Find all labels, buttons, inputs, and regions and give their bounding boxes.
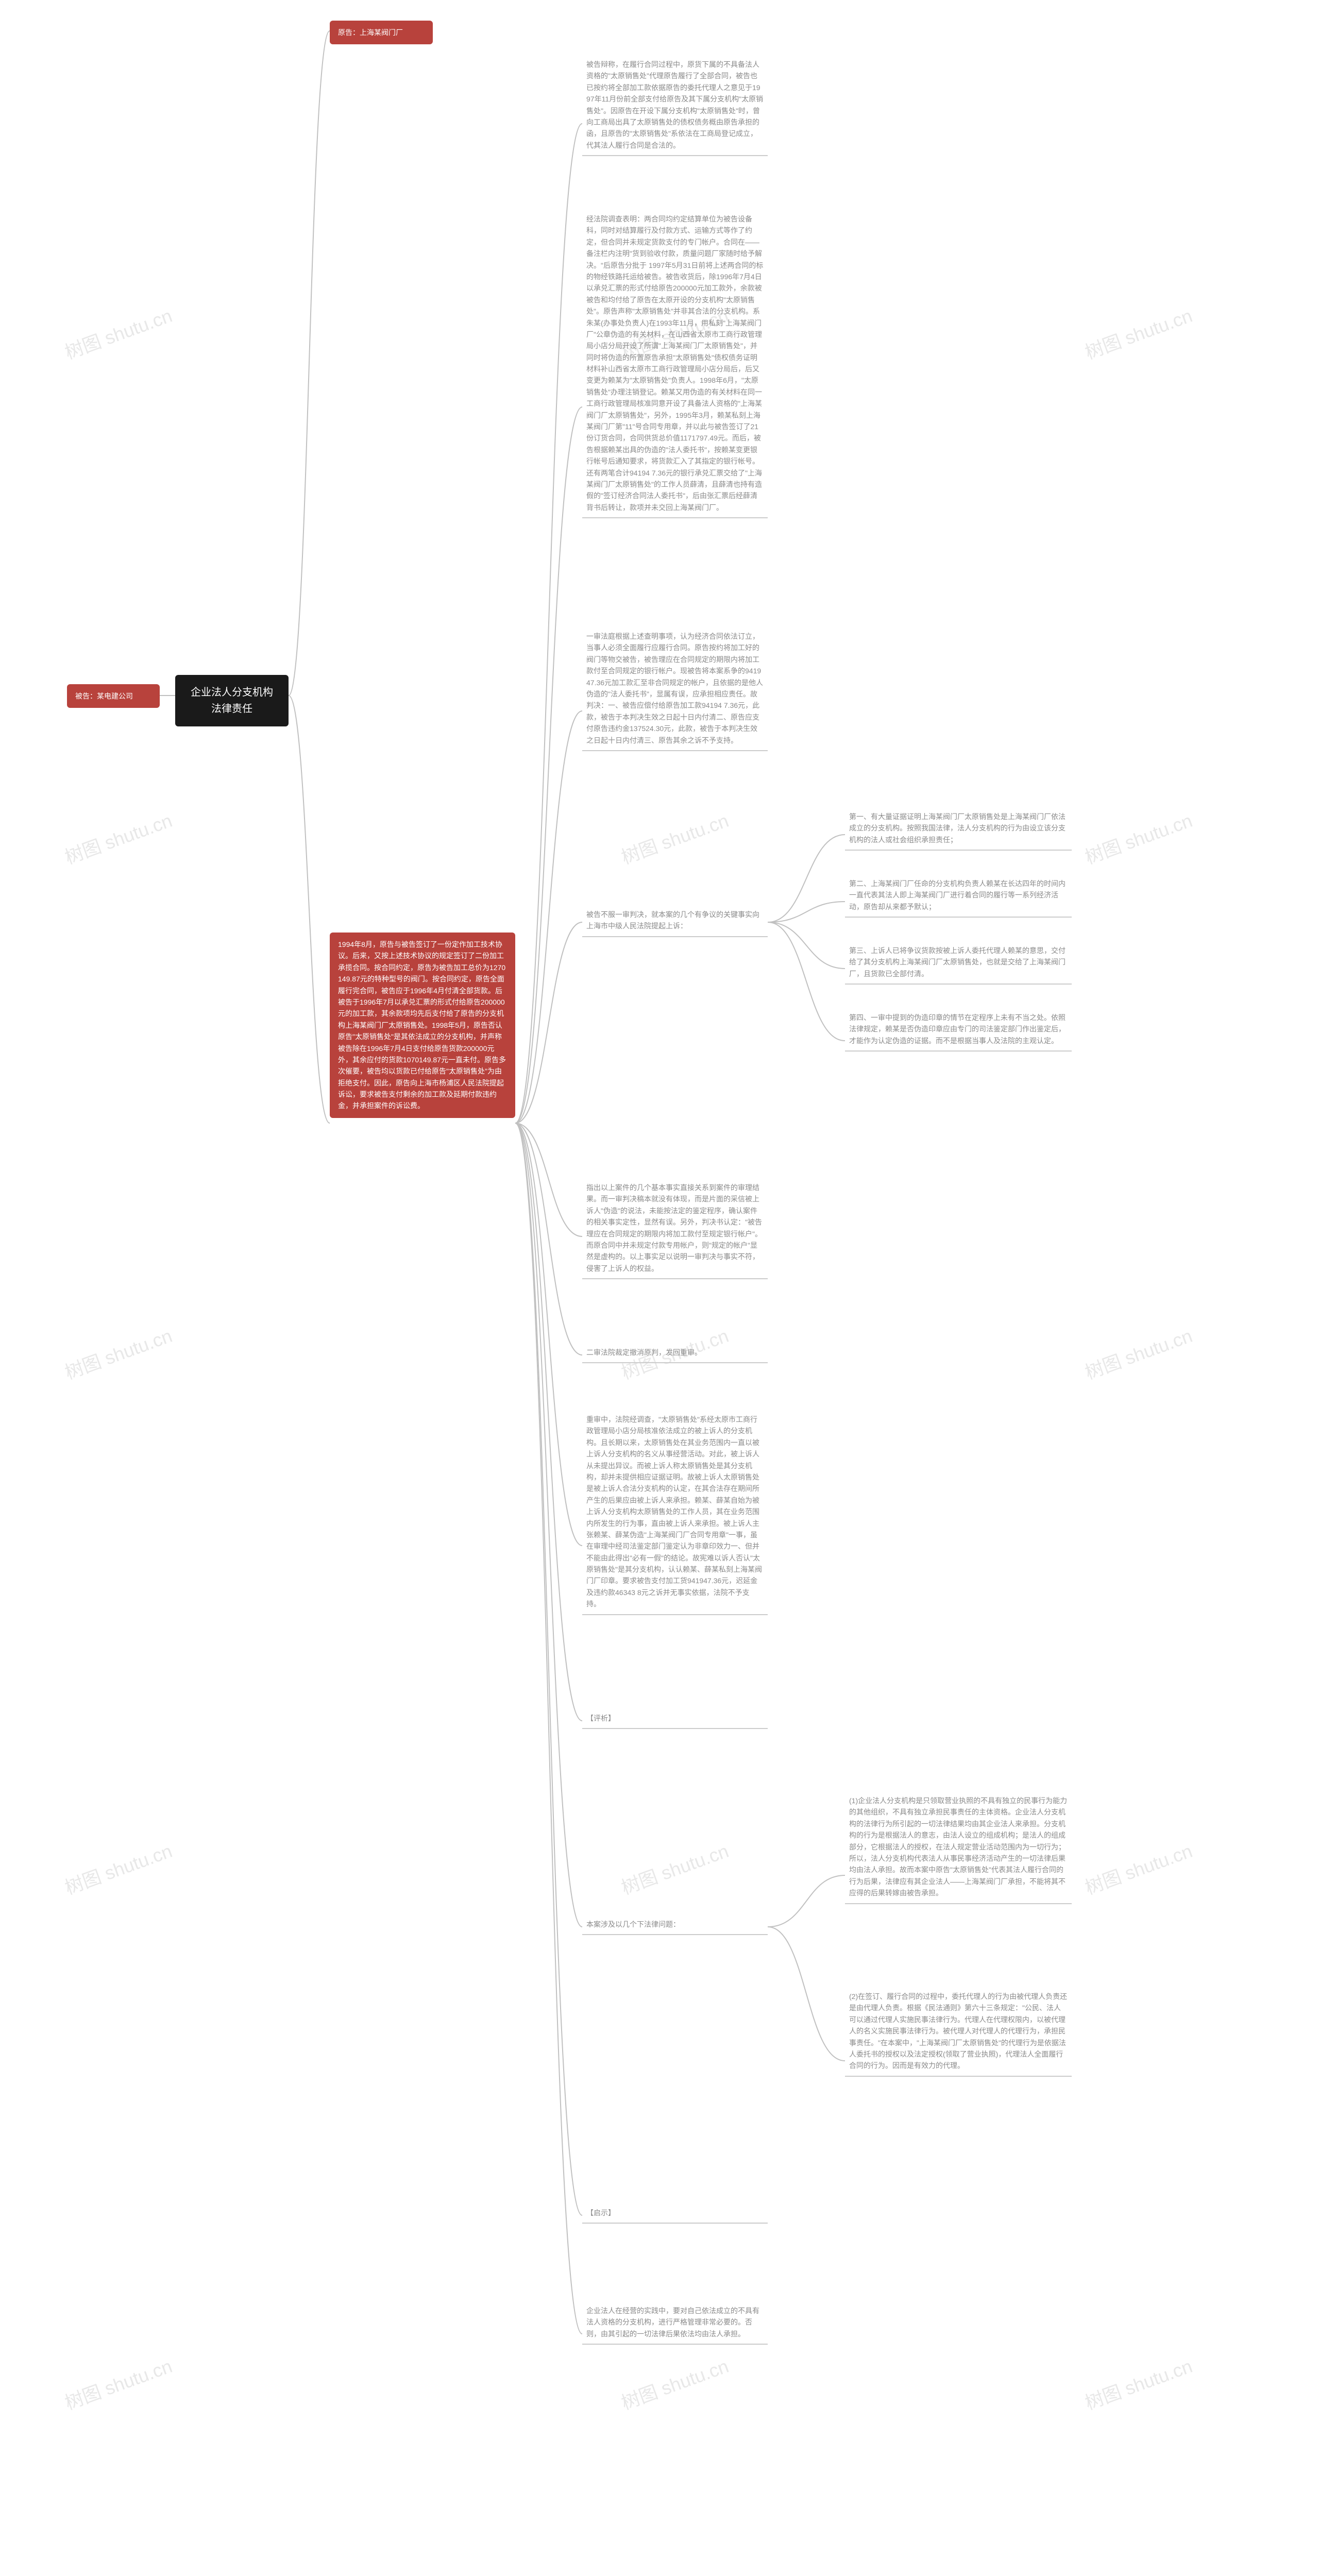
watermark: 树图 shutu.cn bbox=[61, 2351, 176, 2415]
watermark: 树图 shutu.cn bbox=[61, 806, 176, 869]
watermark: 树图 shutu.cn bbox=[1081, 1321, 1196, 1384]
legal-point-1: (1)企业法人分支机构是只领取营业执照的不具有独立的民事行为能力的其他组织，不具… bbox=[845, 1793, 1072, 1904]
watermark: 树图 shutu.cn bbox=[1081, 301, 1196, 364]
watermark: 树图 shutu.cn bbox=[61, 1321, 176, 1384]
gray-node-5: 指出以上案件的几个基本事实直接关系到案件的审理结果。而一审判决稿本就没有体现，而… bbox=[582, 1180, 768, 1279]
main-case-text: 1994年8月，原告与被告签订了一份定作加工技术协议。后来，又按上述技术协议的规… bbox=[330, 933, 515, 1118]
gray-node-8: 【评析】 bbox=[582, 1710, 768, 1729]
watermark: 树图 shutu.cn bbox=[617, 806, 732, 869]
watermark: 树图 shutu.cn bbox=[617, 1836, 732, 1900]
gray-node-3: 一审法庭根据上述查明事项，认为经济合同依法订立，当事人必须全面履行应履行合同。原… bbox=[582, 629, 768, 751]
legal-point-2: (2)在签订、履行合同的过程中，委托代理人的行为由被代理人负责还是由代理人负责。… bbox=[845, 1989, 1072, 2077]
gray-node-11: 企业法人在经营的实践中，要对自己依法成立的不具有法人资格的分支机构，进行严格管理… bbox=[582, 2303, 768, 2345]
watermark: 树图 shutu.cn bbox=[61, 1836, 176, 1900]
watermark: 树图 shutu.cn bbox=[1081, 1836, 1196, 1900]
watermark: 树图 shutu.cn bbox=[1081, 2351, 1196, 2415]
defendant-node: 被告：某电建公司 bbox=[67, 684, 160, 708]
gray-node-1: 被告辩称，在履行合同过程中，原货下属的不具备法人资格的"太原销售处"代理原告履行… bbox=[582, 57, 768, 156]
gray-node-7: 重审中，法院经调查，"太原销售处"系经太原市工商行政管理局小店分局核准依法成立的… bbox=[582, 1412, 768, 1615]
appeal-point-4: 第四、一审中提到的伪造印章的情节在定程序上未有不当之处。依照法律规定，赖某是否伪… bbox=[845, 1010, 1072, 1052]
watermark: 树图 shutu.cn bbox=[617, 2351, 732, 2415]
watermark: 树图 shutu.cn bbox=[61, 301, 176, 364]
watermark: 树图 shutu.cn bbox=[1081, 806, 1196, 869]
gray-node-6: 二审法院裁定撤消原判，发回重审。 bbox=[582, 1345, 768, 1363]
root-node: 企业法人分支机构法律责任 bbox=[175, 675, 289, 726]
plaintiff-node: 原告：上海某阀门厂 bbox=[330, 21, 433, 44]
appeal-point-2: 第二、上海某阀门厂任命的分支机构负责人赖某在长达四年的时间内一直代表其法人即上海… bbox=[845, 876, 1072, 918]
gray-node-2: 经法院调查表明：两合同均约定结算单位为被告设备科，同时对结算履行及付款方式、运输… bbox=[582, 211, 768, 518]
appeal-point-1: 第一、有大量证据证明上海某阀门厂太原销售处是上海某阀门厂依法成立的分支机构。按照… bbox=[845, 809, 1072, 851]
gray-node-10: 【启示】 bbox=[582, 2205, 768, 2224]
gray-node-9: 本案涉及以几个下法律问题： bbox=[582, 1917, 768, 1935]
appeal-point-3: 第三、上诉人已将争议货款按被上诉人委托代理人赖某的意思，交付给了其分支机构上海某… bbox=[845, 943, 1072, 985]
gray-node-appeal: 被告不服一审判决，就本案的几个有争议的关键事实向上海市中级人民法院提起上诉： bbox=[582, 907, 768, 937]
